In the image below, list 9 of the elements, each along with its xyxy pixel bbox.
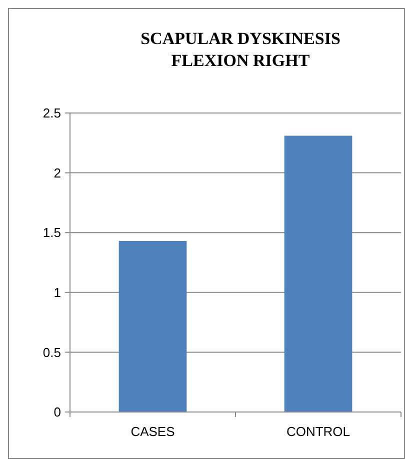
y-tick-label: 1 bbox=[54, 284, 61, 300]
y-tick-label: 0.5 bbox=[42, 344, 61, 360]
y-tick-label: 2.5 bbox=[42, 106, 61, 121]
y-tick-label: 1.5 bbox=[42, 225, 61, 240]
chart-title: SCAPULAR DYSKINESIS FLEXION RIGHT bbox=[140, 29, 340, 70]
y-tick-label: 0 bbox=[54, 404, 61, 420]
x-tick-label: CONTROL bbox=[286, 424, 350, 439]
y-tick-label: 2 bbox=[54, 165, 61, 180]
x-tick-label: CASES bbox=[130, 424, 176, 439]
